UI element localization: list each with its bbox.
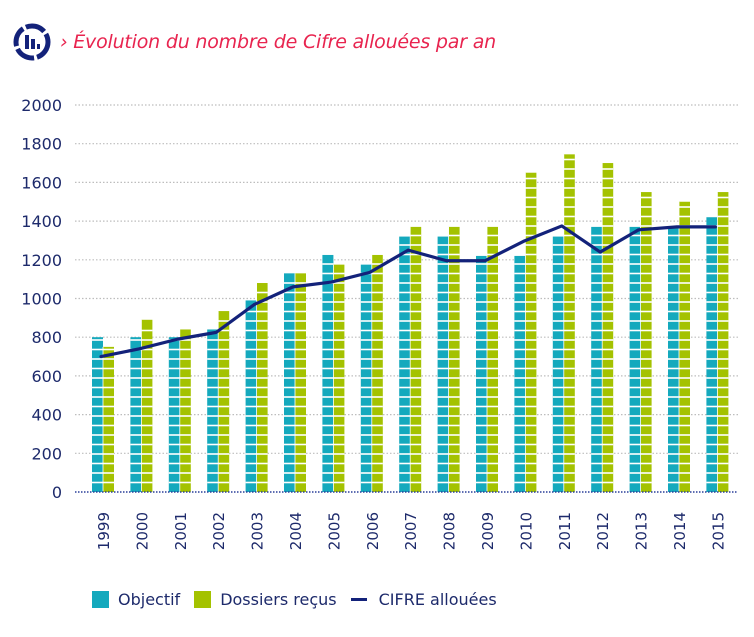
chart-legend: Objectif Dossiers reçus CIFRE allouées xyxy=(92,590,511,609)
x-tick-label: 2014 xyxy=(671,512,689,550)
y-tick-label: 1000 xyxy=(21,290,62,309)
y-tick-label: 1800 xyxy=(21,135,62,154)
bar-objectif xyxy=(207,329,219,492)
bar-objectif xyxy=(552,236,564,492)
bar-objectif xyxy=(399,236,411,492)
bar-dossiers xyxy=(525,172,537,492)
chart-header: › Évolution du nombre de Cifre allouées … xyxy=(12,22,496,62)
bar-objectif xyxy=(706,217,718,493)
bar-objectif xyxy=(168,337,180,492)
bar-objectif-fill xyxy=(514,255,526,492)
bar-objectif-fill xyxy=(130,337,142,492)
chart-title: › Évolution du nombre de Cifre allouées … xyxy=(60,31,496,53)
bar-dossiers-fill xyxy=(602,163,614,493)
bar-objectif-fill xyxy=(207,329,219,492)
legend-line-cifre xyxy=(350,598,367,601)
y-tick-label: 200 xyxy=(31,444,62,463)
x-tick-label: 2011 xyxy=(556,512,574,550)
bar-dossiers xyxy=(102,346,114,492)
bar-objectif-fill xyxy=(284,273,295,492)
x-tick-label: 2009 xyxy=(479,512,497,550)
bar-chart-circle-icon xyxy=(13,23,51,61)
bar-objectif-fill xyxy=(322,254,334,492)
bar-dossiers-fill xyxy=(295,273,306,492)
bar-dossiers xyxy=(256,283,268,492)
bar-objectif-fill xyxy=(476,255,487,492)
bar-dossiers xyxy=(448,226,460,492)
bar-objectif xyxy=(437,236,449,492)
x-tick-label: 2003 xyxy=(249,512,267,550)
x-tick-label: 2004 xyxy=(287,512,305,550)
bar-dossiers xyxy=(409,226,422,492)
x-tick-label: 2001 xyxy=(172,512,190,550)
bar-dossiers xyxy=(371,254,383,492)
x-tick-label: 2002 xyxy=(210,512,228,550)
legend-label-objectif: Objectif xyxy=(118,590,181,609)
bar-objectif xyxy=(245,300,257,492)
bar-dossiers xyxy=(563,154,575,492)
bar-objectif xyxy=(284,273,295,492)
bar-dossiers xyxy=(217,311,230,492)
bar-dossiers-fill xyxy=(563,154,575,492)
x-tick-label: 2005 xyxy=(325,512,343,550)
x-tick-label: 2000 xyxy=(133,512,151,550)
bar-objectif xyxy=(322,254,334,492)
bar-objectif xyxy=(591,226,603,492)
bar-objectif xyxy=(476,255,487,492)
bar-objectif-fill xyxy=(168,337,180,492)
bar-dossiers xyxy=(678,201,690,492)
bar-dossiers-fill xyxy=(525,172,537,492)
legend-item-dossiers: Dossiers reçus xyxy=(194,590,337,609)
bar-objectif xyxy=(360,264,372,492)
y-tick-label: 1200 xyxy=(21,251,62,270)
bar-objectif xyxy=(668,226,679,492)
x-tick-label: 2015 xyxy=(709,512,727,550)
bar-objectif-fill xyxy=(92,337,103,492)
x-tick-label: 2006 xyxy=(364,512,382,550)
legend-label-cifre: CIFRE allouées xyxy=(378,590,497,609)
bar-dossiers xyxy=(332,264,345,492)
y-tick-label: 2000 xyxy=(21,96,62,115)
bar-dossiers xyxy=(717,192,729,492)
bar-objectif-fill xyxy=(552,236,564,492)
legend-item-cifre: CIFRE allouées xyxy=(350,590,497,609)
legend-item-objectif: Objectif xyxy=(92,590,180,609)
y-tick-label: 1400 xyxy=(21,212,62,231)
x-tick-label: 1999 xyxy=(95,512,113,550)
bar-dossiers-fill xyxy=(179,329,191,492)
y-tick-label: 800 xyxy=(31,328,62,347)
bar-dossiers xyxy=(486,226,498,492)
x-tick-label: 2013 xyxy=(633,512,651,550)
bar-dossiers-fill xyxy=(717,192,729,492)
x-tick-label: 2008 xyxy=(441,512,459,550)
bar-dossiers xyxy=(601,163,614,493)
bar-dossiers xyxy=(640,192,652,492)
x-tick-label: 2010 xyxy=(517,512,535,550)
bar-dossiers-fill xyxy=(218,311,230,492)
bar-objectif xyxy=(629,226,641,492)
chart-plot: 0 200 400 600 800 1000 1200 1400 1600 1800 2000 199… xyxy=(21,96,738,550)
bar-dossiers-fill xyxy=(371,254,383,492)
y-tick-label: 400 xyxy=(31,406,62,425)
bar-objectif xyxy=(514,255,526,492)
y-tick-label: 600 xyxy=(31,367,62,386)
bar-objectif-fill xyxy=(399,236,411,492)
x-tick-label: 2012 xyxy=(594,512,612,550)
y-tick-label: 1600 xyxy=(21,173,62,192)
bar-dossiers xyxy=(179,329,191,492)
y-tick-label: 0 xyxy=(52,483,62,502)
bar-dossiers xyxy=(294,273,306,492)
bar-dossiers-fill xyxy=(679,201,690,492)
bar-dossiers-fill xyxy=(640,192,652,492)
x-tick-label: 2007 xyxy=(402,512,420,550)
bar-objectif xyxy=(92,337,103,492)
bar-objectif-fill xyxy=(706,217,718,493)
bar-objectif-fill xyxy=(437,236,449,492)
bar-objectif xyxy=(130,337,142,492)
bar-dossiers-fill xyxy=(103,346,114,492)
legend-label-dossiers: Dossiers reçus xyxy=(220,590,337,609)
legend-swatch-objectif xyxy=(92,591,109,608)
legend-swatch-dossiers xyxy=(194,591,212,608)
